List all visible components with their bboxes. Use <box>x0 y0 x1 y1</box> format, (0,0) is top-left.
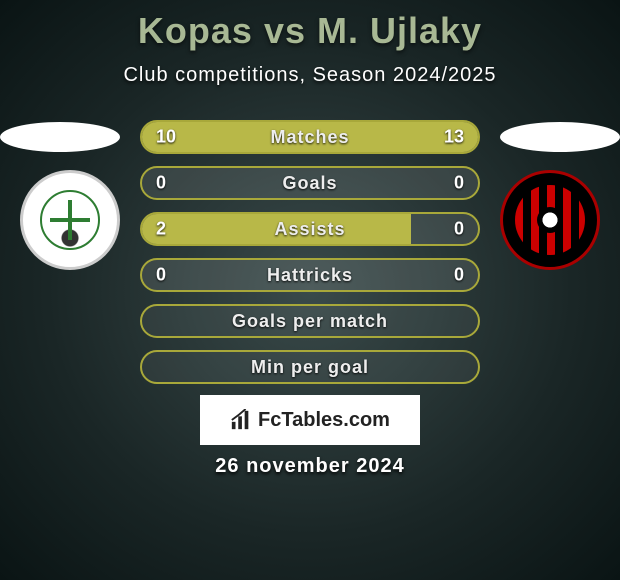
single-bar-gpm: Goals per match <box>140 304 480 338</box>
club-logo-left <box>40 190 100 250</box>
stat-value-left: 2 <box>156 219 166 240</box>
subtitle: Club competitions, Season 2024/2025 <box>0 64 620 87</box>
single-bar-label: Goals per match <box>232 311 388 332</box>
club-logo-right <box>515 185 585 255</box>
stat-value-right: 0 <box>454 173 464 194</box>
stat-value-left: 0 <box>156 265 166 286</box>
single-bar-mpg: Min per goal <box>140 350 480 384</box>
club-badge-left <box>20 170 120 270</box>
stat-label: Goals <box>282 173 337 194</box>
stat-row-goals: 0 Goals 0 <box>140 166 480 200</box>
watermark-text: FcTables.com <box>258 409 390 432</box>
date-text: 26 november 2024 <box>0 455 620 478</box>
stats-container: 10 Matches 13 0 Goals 0 2 Assists 0 0 Ha… <box>140 120 480 396</box>
stat-label: Assists <box>274 219 345 240</box>
chart-icon <box>230 409 252 431</box>
stat-row-assists: 2 Assists 0 <box>140 212 480 246</box>
stat-value-right: 13 <box>444 127 464 148</box>
single-bar-label: Min per goal <box>251 357 369 378</box>
stat-value-left: 0 <box>156 173 166 194</box>
watermark-link[interactable]: FcTables.com <box>200 395 420 445</box>
stat-label: Matches <box>270 127 349 148</box>
stat-value-left: 10 <box>156 127 176 148</box>
club-badge-right <box>500 170 600 270</box>
stat-value-right: 0 <box>454 265 464 286</box>
stat-label: Hattricks <box>267 265 353 286</box>
stat-value-right: 0 <box>454 219 464 240</box>
oval-right <box>500 122 620 152</box>
stat-row-matches: 10 Matches 13 <box>140 120 480 154</box>
page-title: Kopas vs M. Ujlaky <box>0 0 620 52</box>
stat-row-hattricks: 0 Hattricks 0 <box>140 258 480 292</box>
oval-left <box>0 122 120 152</box>
